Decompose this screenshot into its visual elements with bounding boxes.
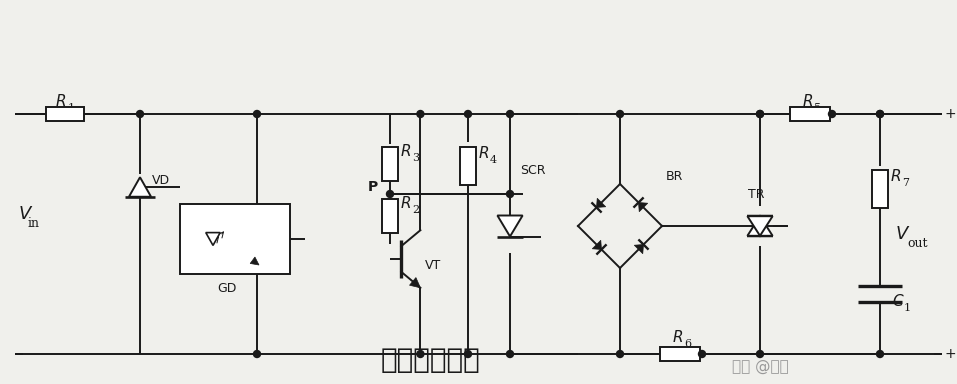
Polygon shape: [206, 233, 220, 245]
Polygon shape: [410, 278, 420, 288]
Text: in: in: [28, 217, 40, 230]
Circle shape: [254, 111, 260, 118]
Bar: [790, 107, 830, 121]
Circle shape: [756, 111, 764, 118]
Circle shape: [616, 111, 624, 118]
Circle shape: [877, 111, 883, 118]
Text: $V$: $V$: [895, 225, 910, 243]
Bar: [660, 347, 700, 361]
Polygon shape: [250, 257, 259, 265]
Text: $C$: $C$: [892, 293, 904, 309]
Circle shape: [417, 111, 424, 118]
Circle shape: [829, 111, 835, 118]
Bar: [46, 107, 84, 121]
Text: out: out: [907, 237, 927, 250]
Circle shape: [756, 111, 764, 118]
Circle shape: [616, 351, 624, 358]
Text: P: P: [368, 180, 378, 194]
Text: 2: 2: [412, 205, 419, 215]
Text: $R$: $R$: [478, 145, 489, 161]
Bar: [872, 170, 888, 208]
Polygon shape: [638, 202, 648, 212]
Circle shape: [506, 190, 514, 197]
Text: $R$: $R$: [672, 329, 683, 345]
Polygon shape: [747, 216, 772, 236]
Text: $V$: $V$: [18, 205, 33, 223]
Text: $R$: $R$: [55, 93, 66, 109]
Text: $R$: $R$: [802, 93, 813, 109]
Text: VT: VT: [426, 259, 441, 272]
Text: 1: 1: [68, 103, 76, 113]
Polygon shape: [634, 245, 643, 254]
Text: TR: TR: [748, 189, 765, 201]
Text: GD: GD: [217, 282, 236, 295]
Circle shape: [387, 190, 393, 197]
Text: BR: BR: [666, 170, 683, 183]
Text: 6: 6: [684, 339, 691, 349]
Circle shape: [699, 351, 705, 358]
Polygon shape: [747, 216, 772, 236]
Bar: [382, 147, 398, 181]
Circle shape: [254, 351, 260, 358]
Text: 继电器原理图: 继电器原理图: [380, 346, 479, 374]
Circle shape: [464, 111, 472, 118]
Circle shape: [417, 351, 424, 358]
Text: 3: 3: [412, 153, 419, 163]
Circle shape: [137, 111, 144, 118]
Circle shape: [756, 351, 764, 358]
Text: SCR: SCR: [520, 164, 545, 177]
Circle shape: [464, 351, 472, 358]
Text: 4: 4: [490, 155, 497, 165]
Text: $R$: $R$: [890, 168, 901, 184]
Text: 知乎 @非语: 知乎 @非语: [731, 359, 789, 374]
Text: +: +: [944, 347, 956, 361]
Polygon shape: [596, 198, 606, 207]
Bar: [382, 199, 398, 233]
Bar: [180, 204, 290, 274]
Polygon shape: [129, 177, 151, 197]
Text: $R$: $R$: [400, 143, 412, 159]
Text: 7: 7: [902, 178, 909, 188]
Text: VD: VD: [152, 174, 170, 187]
Bar: [460, 147, 476, 185]
Circle shape: [506, 351, 514, 358]
Text: 1: 1: [904, 303, 911, 313]
Polygon shape: [498, 215, 523, 237]
Circle shape: [877, 111, 883, 118]
Text: +: +: [944, 107, 956, 121]
Circle shape: [506, 111, 514, 118]
Circle shape: [877, 351, 883, 358]
Text: $R$: $R$: [400, 195, 412, 211]
Polygon shape: [592, 240, 602, 250]
Text: 5: 5: [814, 103, 821, 113]
